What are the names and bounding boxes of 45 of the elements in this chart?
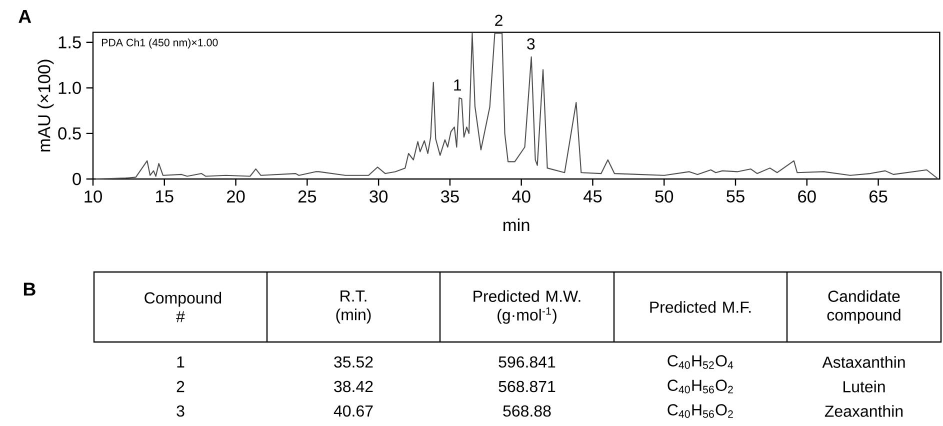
text: Lutein bbox=[844, 380, 885, 392]
text: 38.42 bbox=[334, 380, 373, 392]
text: C$_{40}$H$_{56}$O$_{2}$ bbox=[668, 404, 733, 418]
annotation: 1 bbox=[454, 80, 462, 91]
annotation: 2 bbox=[495, 14, 502, 26]
annotation: PDA Ch1 (450 nm)×1.00 bbox=[102, 38, 218, 48]
category-label: Predicted M.F. bbox=[650, 301, 751, 313]
category-label: Predicted M.W. (g·mol$^{-1}$) bbox=[474, 290, 580, 324]
x-tick-label: 35 bbox=[440, 190, 459, 203]
text: 596.841 bbox=[498, 356, 556, 368]
x-tick-label: 65 bbox=[870, 190, 888, 203]
y-axis-title: mAU (×100) bbox=[38, 60, 54, 152]
text: 1 bbox=[177, 356, 184, 368]
x-tick-label: 30 bbox=[370, 190, 388, 203]
line-series bbox=[95, 32, 939, 180]
x-tick-label: 60 bbox=[798, 190, 816, 203]
y-tick-label: 1.0 bbox=[58, 82, 81, 94]
x-tick-label: 40 bbox=[512, 190, 530, 203]
y-tick-label: 0.5 bbox=[58, 127, 81, 140]
text: C$_{40}$H$_{56}$O$_{2}$ bbox=[668, 380, 733, 394]
text: 568.88 bbox=[503, 405, 551, 417]
annotation: 3 bbox=[527, 38, 535, 50]
text: 3 bbox=[176, 405, 184, 417]
text: B bbox=[24, 282, 36, 296]
x-tick-label: 45 bbox=[583, 190, 602, 202]
x-axis-title: min bbox=[504, 218, 530, 232]
chart-title: A bbox=[18, 10, 32, 23]
x-tick-label: 55 bbox=[726, 190, 744, 202]
category-label: Candidate compound bbox=[827, 290, 900, 324]
y-tick-label: 0 bbox=[72, 172, 81, 186]
y-tick-label: 1.5 bbox=[58, 36, 81, 48]
category-label: R.T. (min) bbox=[336, 290, 371, 324]
text: 40.67 bbox=[334, 405, 373, 417]
text: 568.871 bbox=[498, 380, 556, 392]
text: Astaxanthin bbox=[822, 356, 905, 368]
text: C$_{40}$H$_{52}$O$_{4}$ bbox=[668, 355, 734, 369]
x-tick-label: 25 bbox=[298, 190, 316, 203]
x-tick-label: 15 bbox=[156, 190, 174, 202]
text: 35.52 bbox=[334, 356, 373, 368]
x-tick-label: 50 bbox=[655, 190, 674, 203]
text: Zeaxanthin bbox=[824, 405, 903, 417]
text: 2 bbox=[176, 380, 184, 392]
x-tick-label: 20 bbox=[227, 190, 245, 203]
category-label: Compound # bbox=[144, 292, 222, 322]
x-tick-label: 10 bbox=[84, 190, 102, 203]
